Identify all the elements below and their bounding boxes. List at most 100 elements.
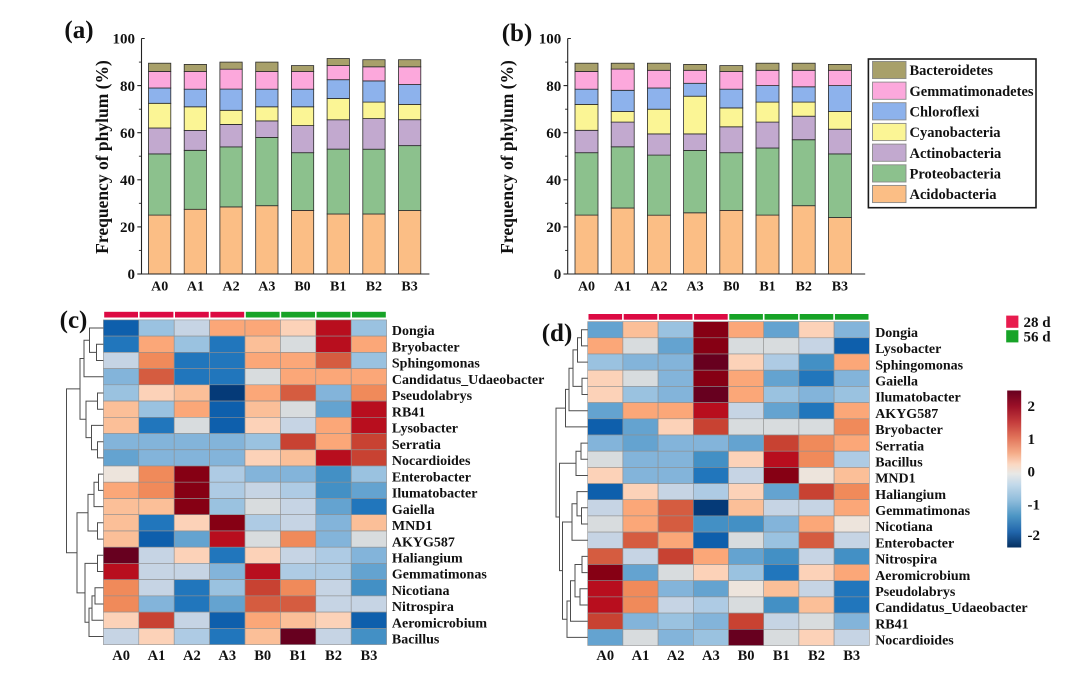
svg-text:B3: B3 xyxy=(843,648,860,664)
svg-text:60: 60 xyxy=(546,126,561,142)
svg-text:100: 100 xyxy=(113,32,136,48)
svg-text:(c): (c) xyxy=(60,307,88,334)
svg-text:Nocardioides: Nocardioides xyxy=(875,634,954,649)
svg-text:0: 0 xyxy=(128,267,136,283)
svg-text:Lysobacter: Lysobacter xyxy=(392,422,458,437)
svg-text:Aeromicrobium: Aeromicrobium xyxy=(392,616,487,631)
svg-text:Gemmatimonadetes: Gemmatimonadetes xyxy=(910,84,1034,100)
svg-text:Cyanobacteria: Cyanobacteria xyxy=(910,125,1002,141)
svg-text:B0: B0 xyxy=(254,648,271,664)
svg-text:A3: A3 xyxy=(702,648,720,664)
svg-text:100: 100 xyxy=(539,32,562,48)
svg-text:A1: A1 xyxy=(187,280,204,295)
svg-text:A0: A0 xyxy=(578,280,595,295)
svg-text:40: 40 xyxy=(120,173,135,189)
svg-text:B3: B3 xyxy=(401,280,417,295)
svg-text:B3: B3 xyxy=(832,280,848,295)
svg-text:Actinobacteria: Actinobacteria xyxy=(910,146,1003,162)
svg-text:Candidatus_Udaeobacter: Candidatus_Udaeobacter xyxy=(392,373,544,388)
svg-text:Bacillus: Bacillus xyxy=(392,633,440,648)
svg-text:B2: B2 xyxy=(325,648,342,664)
svg-text:Frequency of phylum (%): Frequency of phylum (%) xyxy=(497,60,517,254)
svg-text:Gaiella: Gaiella xyxy=(392,503,435,518)
svg-text:Bacillus: Bacillus xyxy=(875,456,923,471)
svg-text:MND1: MND1 xyxy=(392,519,432,534)
svg-text:Candidatus_Udaeobacter: Candidatus_Udaeobacter xyxy=(875,601,1027,616)
svg-text:Pseudolabrys: Pseudolabrys xyxy=(875,585,956,600)
svg-text:Gemmatimonas: Gemmatimonas xyxy=(875,504,970,519)
svg-text:60: 60 xyxy=(120,126,135,142)
svg-text:B0: B0 xyxy=(723,280,739,295)
svg-text:A0: A0 xyxy=(596,648,614,664)
svg-text:MND1: MND1 xyxy=(875,472,915,487)
svg-text:B1: B1 xyxy=(773,648,790,664)
svg-text:Bryobacter: Bryobacter xyxy=(875,423,943,438)
svg-text:B0: B0 xyxy=(294,280,310,295)
svg-text:A0: A0 xyxy=(151,280,168,295)
svg-text:0: 0 xyxy=(554,267,562,283)
svg-text:B2: B2 xyxy=(366,280,382,295)
svg-text:B1: B1 xyxy=(330,280,346,295)
svg-text:A3: A3 xyxy=(218,648,236,664)
svg-text:Chloroflexi: Chloroflexi xyxy=(910,104,980,120)
svg-text:Haliangium: Haliangium xyxy=(392,552,463,567)
svg-text:2: 2 xyxy=(1028,399,1036,415)
svg-text:Dongia: Dongia xyxy=(875,326,918,341)
svg-text:Serratia: Serratia xyxy=(392,438,441,453)
svg-text:-2: -2 xyxy=(1028,528,1041,544)
svg-text:A3: A3 xyxy=(687,280,704,295)
svg-text:Ilumatobacter: Ilumatobacter xyxy=(875,391,961,406)
svg-text:A1: A1 xyxy=(632,648,650,664)
svg-text:AKYG587: AKYG587 xyxy=(875,407,938,422)
svg-text:Proteobacteria: Proteobacteria xyxy=(910,167,1002,183)
svg-text:Ilumatobacter: Ilumatobacter xyxy=(392,487,478,502)
svg-text:40: 40 xyxy=(546,173,561,189)
svg-text:(d): (d) xyxy=(542,320,573,347)
svg-text:AKYG587: AKYG587 xyxy=(392,535,455,550)
svg-text:A2: A2 xyxy=(223,280,240,295)
svg-text:B3: B3 xyxy=(360,648,377,664)
svg-text:Nicotiana: Nicotiana xyxy=(392,584,450,599)
svg-text:Frequency of phylum (%): Frequency of phylum (%) xyxy=(92,60,112,254)
svg-text:(b): (b) xyxy=(502,20,533,47)
svg-text:Gemmatimonas: Gemmatimonas xyxy=(392,568,487,583)
svg-text:Sphingomonas: Sphingomonas xyxy=(392,357,480,372)
svg-text:A1: A1 xyxy=(148,648,166,664)
svg-text:Enterobacter: Enterobacter xyxy=(875,536,954,551)
svg-text:RB41: RB41 xyxy=(392,405,425,420)
svg-text:Dongia: Dongia xyxy=(392,324,435,339)
svg-text:Nitrospira: Nitrospira xyxy=(392,600,454,615)
svg-text:Haliangium: Haliangium xyxy=(875,488,946,503)
svg-text:A0: A0 xyxy=(112,648,130,664)
svg-text:Enterobacter: Enterobacter xyxy=(392,470,471,485)
svg-text:B2: B2 xyxy=(796,280,812,295)
svg-text:-1: -1 xyxy=(1028,498,1041,514)
svg-text:B2: B2 xyxy=(808,648,825,664)
svg-text:A3: A3 xyxy=(258,280,275,295)
svg-text:Nitrospira: Nitrospira xyxy=(875,553,937,568)
svg-text:80: 80 xyxy=(120,79,135,95)
svg-text:80: 80 xyxy=(546,79,561,95)
svg-text:B1: B1 xyxy=(759,280,775,295)
svg-text:Nicotiana: Nicotiana xyxy=(875,520,933,535)
svg-text:Gaiella: Gaiella xyxy=(875,375,918,390)
svg-text:0: 0 xyxy=(1028,465,1036,481)
svg-text:20: 20 xyxy=(120,220,135,236)
svg-text:(a): (a) xyxy=(64,17,93,44)
svg-text:Aeromicrobium: Aeromicrobium xyxy=(875,569,970,584)
svg-text:1: 1 xyxy=(1028,432,1036,448)
svg-text:Acidobacteria: Acidobacteria xyxy=(910,187,998,203)
svg-text:56 d: 56 d xyxy=(1024,330,1052,346)
svg-text:Lysobacter: Lysobacter xyxy=(875,342,941,357)
svg-text:Serratia: Serratia xyxy=(875,439,924,454)
svg-text:Pseudolabrys: Pseudolabrys xyxy=(392,389,473,404)
svg-text:Bryobacter: Bryobacter xyxy=(392,341,460,356)
svg-text:28 d: 28 d xyxy=(1024,315,1052,331)
svg-text:B0: B0 xyxy=(738,648,755,664)
svg-text:Sphingomonas: Sphingomonas xyxy=(875,358,963,373)
svg-text:A2: A2 xyxy=(667,648,685,664)
svg-text:RB41: RB41 xyxy=(875,617,908,632)
svg-text:A2: A2 xyxy=(183,648,201,664)
svg-text:A2: A2 xyxy=(650,280,667,295)
svg-text:20: 20 xyxy=(546,220,561,236)
